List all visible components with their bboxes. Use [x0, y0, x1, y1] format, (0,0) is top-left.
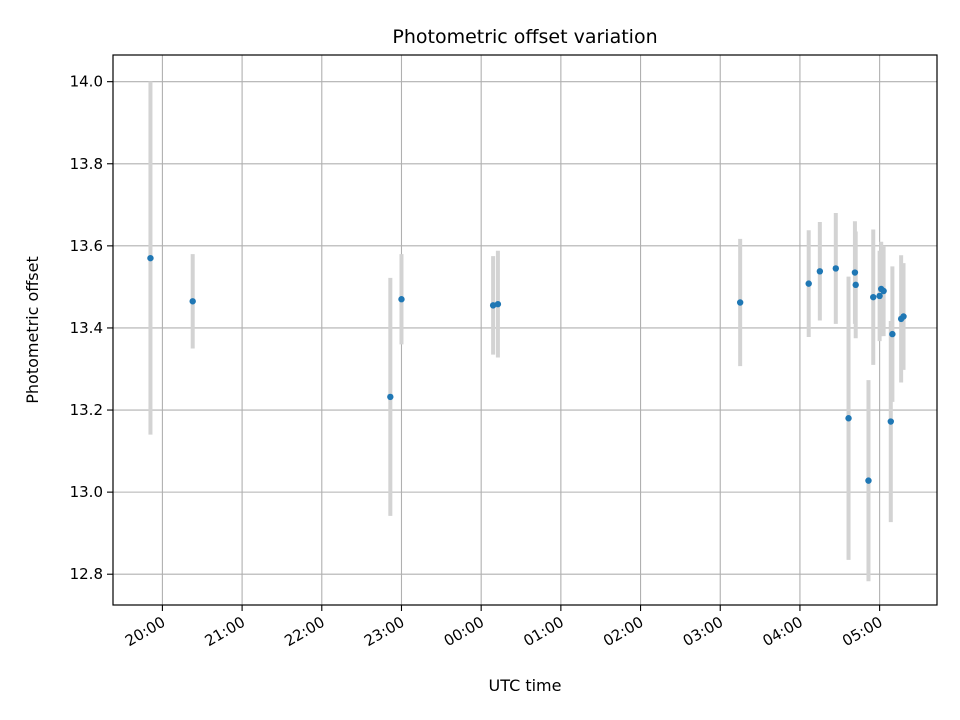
data-point [805, 280, 812, 287]
y-tick-label: 12.8 [70, 565, 103, 583]
y-axis-label: Photometric offset [23, 256, 42, 404]
data-point [887, 418, 894, 425]
y-axis: 12.8 13.0 13.2 13.4 13.6 13.8 14.0 [70, 73, 113, 583]
data-point [852, 281, 859, 289]
chart-title: Photometric offset variation [392, 26, 657, 48]
grid [113, 55, 937, 605]
data-point [900, 313, 907, 320]
data-point [816, 268, 824, 275]
data-point [489, 302, 497, 309]
data-point [865, 477, 872, 484]
y-tick-label: 13.6 [70, 237, 103, 255]
data-point [147, 254, 154, 262]
y-tick-label: 13.0 [70, 483, 103, 501]
y-tick-label: 13.2 [70, 401, 103, 419]
data-point [851, 269, 859, 276]
data-point [880, 287, 887, 295]
data-point [387, 393, 394, 401]
plot-frame [112, 54, 938, 606]
data-point [870, 293, 877, 301]
y-tick-label: 14.0 [70, 73, 103, 91]
data-point [876, 292, 883, 300]
data-points [147, 254, 907, 484]
y-tick-label: 13.8 [70, 155, 103, 173]
data-point [189, 298, 196, 305]
y-tick-label: 13.4 [70, 319, 103, 337]
x-axis-label: UTC time [489, 676, 562, 695]
data-point [845, 415, 852, 422]
data-point [494, 300, 502, 308]
data-point [889, 330, 896, 338]
data-point [832, 265, 839, 272]
data-point [398, 296, 405, 303]
data-point [736, 299, 744, 306]
